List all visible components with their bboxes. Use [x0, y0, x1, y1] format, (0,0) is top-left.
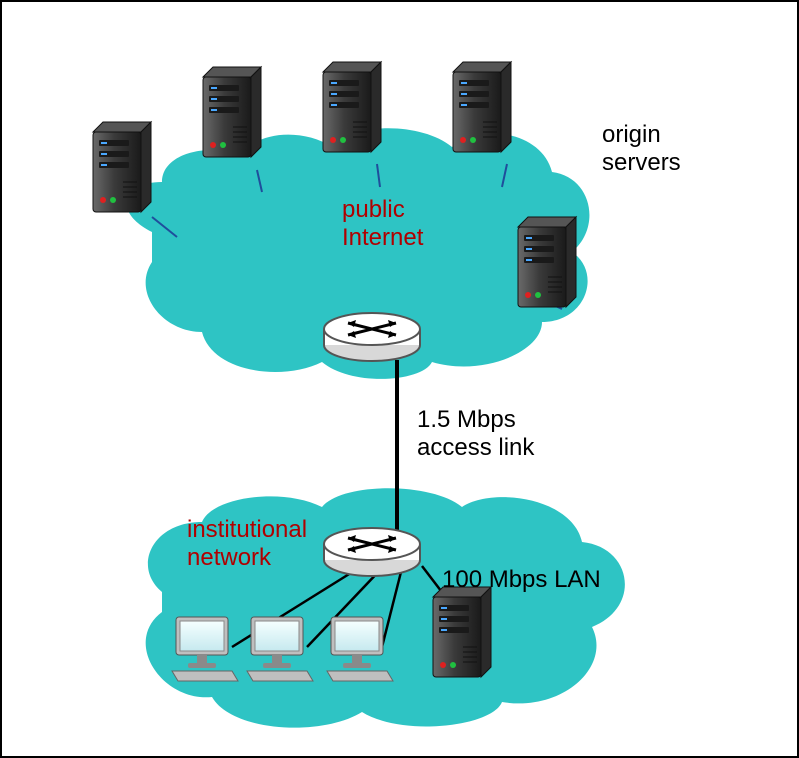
srv1	[93, 122, 151, 212]
network-diagram-svg: publicInternetinstitutionalnetworkorigin…	[2, 2, 797, 756]
srv4	[453, 62, 511, 152]
router-top	[324, 313, 420, 361]
ws3	[327, 617, 393, 681]
ws2	[247, 617, 313, 681]
diagram-frame: publicInternetinstitutionalnetworkorigin…	[0, 0, 799, 758]
srv2	[203, 67, 261, 157]
srv3	[323, 62, 381, 152]
router-bottom	[324, 528, 420, 576]
ws1	[172, 617, 238, 681]
srv5	[518, 217, 576, 307]
lan-label: 100 Mbps LAN	[442, 566, 601, 593]
srv6-lan	[433, 587, 491, 677]
access-link-label: 1.5 Mbpsaccess link	[417, 406, 535, 461]
origin-servers-label: originservers	[602, 121, 681, 176]
